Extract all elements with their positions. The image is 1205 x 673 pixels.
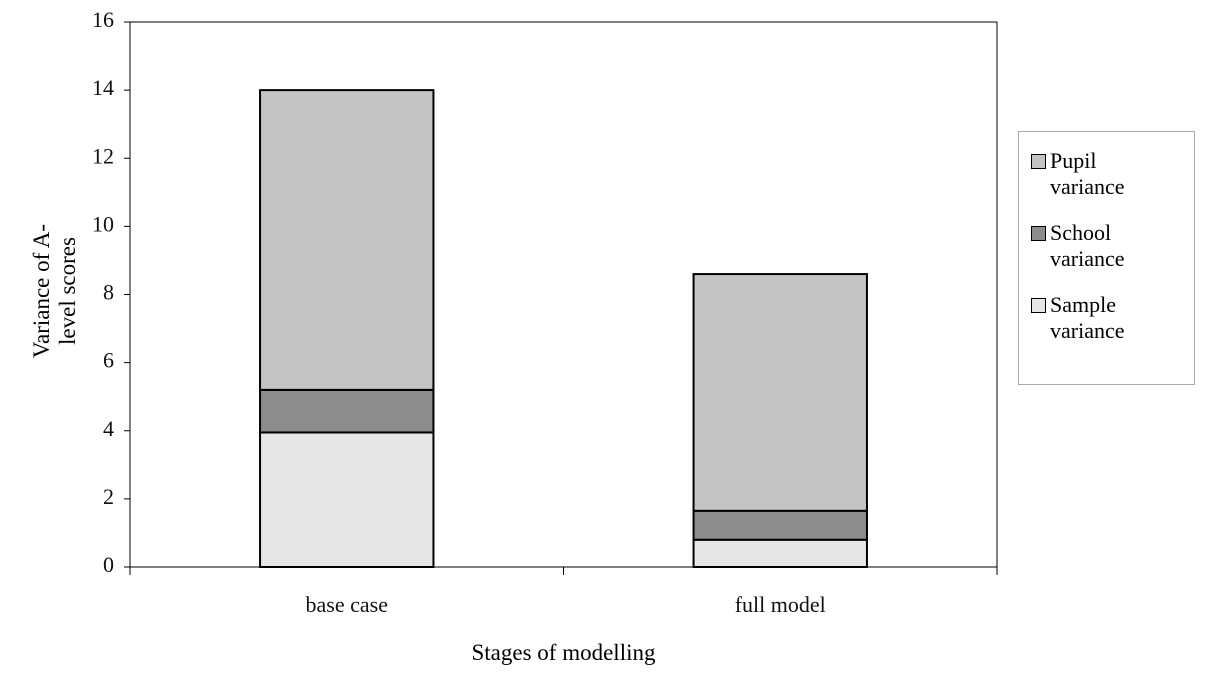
bar-segment: [259, 89, 435, 391]
legend-label: Pupil variance: [1050, 148, 1125, 199]
y-tick-label: 16: [92, 7, 114, 32]
legend-swatch: [1031, 226, 1046, 241]
x-tick-label: base case: [306, 592, 388, 617]
legend-swatch: [1031, 298, 1046, 313]
legend-swatch: [1031, 154, 1046, 169]
y-tick-label: 2: [103, 484, 114, 509]
legend-item: School variance: [1031, 220, 1194, 272]
y-tick-label: 12: [92, 143, 114, 168]
y-tick-label: 14: [92, 75, 114, 100]
bar-segment: [692, 273, 868, 512]
y-tick-label: 4: [103, 416, 114, 441]
legend-label: School variance: [1050, 220, 1125, 271]
y-tick-label: 6: [103, 348, 114, 373]
legend-item: Sample variance: [1031, 292, 1194, 344]
y-tick-label: 0: [103, 552, 114, 577]
y-axis-label: Variance of A-level scores: [29, 223, 80, 359]
legend-label: Sample variance: [1050, 292, 1125, 343]
bar-segment: [692, 509, 868, 541]
legend-item: Pupil variance: [1031, 148, 1194, 200]
x-tick-label: full model: [735, 592, 826, 617]
x-axis-label: Stages of modelling: [471, 640, 656, 665]
bar-segment: [259, 431, 435, 568]
bar-segment: [692, 538, 868, 568]
y-tick-label: 10: [92, 211, 114, 236]
bar-segment: [259, 388, 435, 434]
legend: Pupil variance School variance Sample vari…: [1018, 131, 1195, 385]
y-tick-label: 8: [103, 280, 114, 305]
